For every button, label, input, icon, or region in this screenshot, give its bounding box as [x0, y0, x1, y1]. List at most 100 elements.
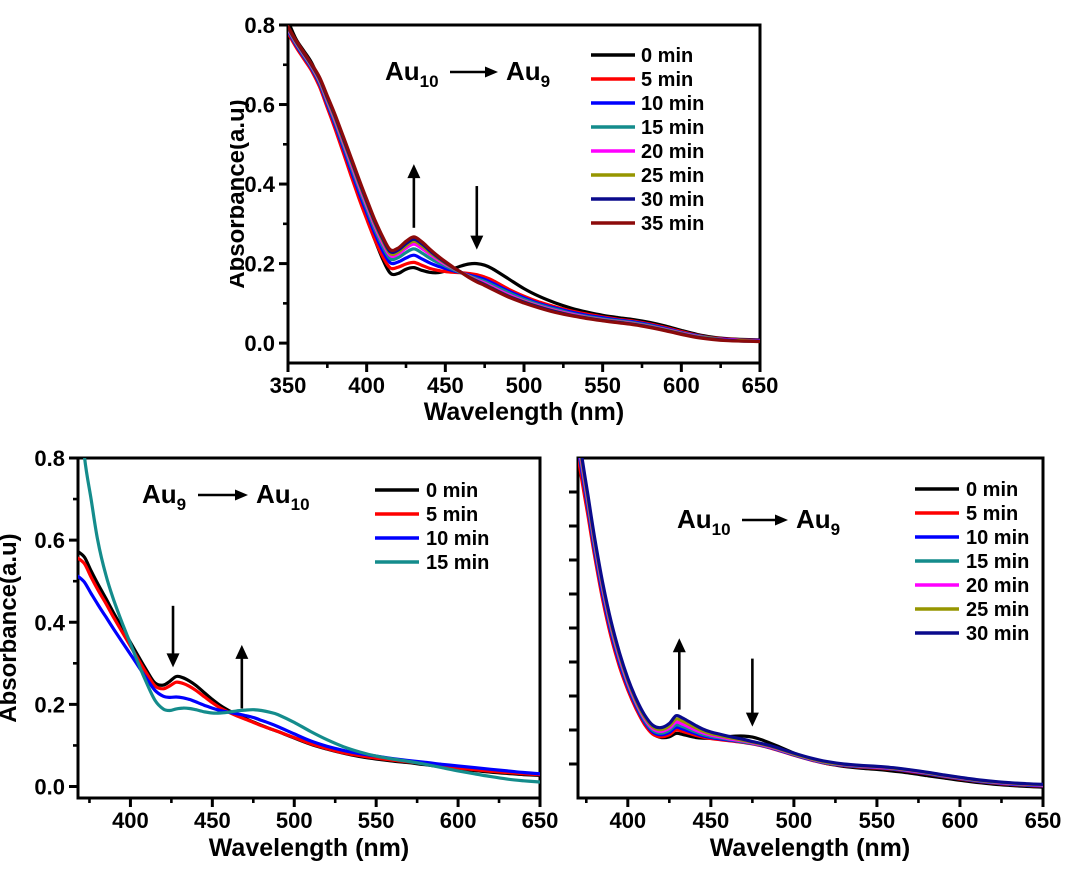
x-tick-label: 500 [776, 808, 813, 833]
arrowhead-down-icon [745, 712, 759, 727]
bl-spectra-chart: 400 450 500 550 600 650 0.0 0.2 0.4 0.6 0.8 Au9 Au10… [0, 446, 559, 862]
x-tick-label: 400 [348, 373, 385, 398]
trend-arrow-up [672, 638, 686, 710]
plot-frame [76, 456, 542, 800]
x-tick-label: 500 [506, 373, 543, 398]
arrowhead-up-icon [672, 638, 686, 653]
y-tick-label: 0.8 [244, 13, 275, 38]
legend-label: 5 min [641, 69, 693, 91]
y-tick-label: 0.6 [34, 528, 65, 553]
legend-label: 5 min [426, 504, 478, 526]
x-tick-label: 450 [194, 808, 231, 833]
legend-entry: 35 min [591, 213, 704, 235]
legend-label: 10 min [641, 93, 704, 115]
x-tick-label: 650 [522, 808, 559, 833]
x-axis: 350 400 450 500 550 600 650 [270, 363, 779, 398]
series-group [578, 458, 1043, 789]
x-tick-label: 600 [942, 808, 979, 833]
y-tick-label: 0.2 [34, 692, 65, 717]
legend-label: 15 min [966, 551, 1029, 573]
legend-label: 0 min [641, 45, 693, 67]
legend-label: 10 min [426, 528, 489, 550]
legend-entry: 15 min [375, 552, 489, 574]
x-axis-title: Wavelength (nm) [209, 834, 409, 862]
x-tick-label: 600 [663, 373, 700, 398]
y-tick-label: 0.8 [34, 446, 65, 471]
series-line-30-min [580, 458, 1043, 786]
legend-entry: 20 min [915, 575, 1029, 597]
legend-entry: 0 min [915, 479, 1018, 501]
legend-label: 25 min [966, 599, 1029, 621]
legend-entry: 0 min [375, 480, 478, 502]
y-axis [569, 490, 578, 766]
x-tick-label: 500 [276, 808, 313, 833]
reaction-annotation: Au9 Au10 [142, 479, 310, 514]
legend-entry: 30 min [591, 189, 704, 211]
arrowhead-up-icon [235, 644, 249, 659]
legend-label: 15 min [641, 117, 704, 139]
y-axis-title: Absorbance(a.u) [0, 533, 22, 722]
y-tick-label: 0.0 [34, 775, 65, 800]
legend-entry: 5 min [375, 504, 478, 526]
reaction-from-label: Au10 [385, 56, 439, 91]
reaction-from-label: Au10 [677, 504, 731, 539]
trend-arrow-up [407, 164, 421, 228]
y-tick-label: 0.0 [244, 331, 275, 356]
x-tick-label: 650 [1025, 808, 1062, 833]
legend-label: 0 min [426, 480, 478, 502]
legend-label: 10 min [966, 527, 1029, 549]
x-tick-label: 450 [427, 373, 464, 398]
x-tick-label: 550 [859, 808, 896, 833]
y-axis: 0.0 0.2 0.4 0.6 0.8 [244, 13, 288, 356]
x-tick-label: 550 [358, 808, 395, 833]
panel-top-au10-to-au9: Au10 → Au9 3504004505005506006500.00.20.… [230, 0, 790, 440]
legend-entry: 10 min [591, 93, 704, 115]
panel-bottom-left-au9-to-au10: Au9 → Au10 4004505005506006500.00.20.40.… [0, 440, 560, 891]
arrowhead-down-icon [166, 653, 180, 668]
x-axis: 400 450 500 550 600 650 [88, 798, 559, 833]
legend-label: 20 min [641, 141, 704, 163]
legend-entry: 15 min [591, 117, 704, 139]
y-tick-label: 0.4 [34, 610, 65, 635]
trend-arrow-down [745, 658, 759, 727]
legend-label: 30 min [966, 623, 1029, 645]
y-tick-label: 0.6 [244, 93, 275, 118]
legend-entry: 10 min [915, 527, 1029, 549]
series-line-10-min [78, 574, 540, 776]
x-tick-label: 450 [692, 808, 729, 833]
legend-entry: 30 min [915, 623, 1029, 645]
reaction-annotation: Au10 Au9 [385, 56, 550, 91]
reaction-to-label: Au10 [256, 479, 310, 514]
y-tick-label: 0.4 [244, 172, 275, 197]
reaction-from-label: Au9 [142, 479, 186, 514]
x-tick-label: 400 [609, 808, 646, 833]
series-line-5-min [78, 556, 540, 777]
legend-entry: 0 min [591, 45, 693, 67]
arrowhead-up-icon [407, 164, 421, 179]
reaction-arrow-icon [235, 489, 248, 501]
x-axis-title: Wavelength (nm) [424, 398, 624, 426]
y-axis: 0.0 0.2 0.4 0.6 0.8 [34, 446, 78, 800]
legend-entry: 10 min [375, 528, 489, 550]
legend-label: 0 min [966, 479, 1018, 501]
x-axis: 400 450 500 550 600 650 [585, 798, 1062, 833]
series-group [78, 458, 540, 784]
x-tick-label: 650 [742, 373, 779, 398]
y-axis-title: Absorbance(a.u) [230, 99, 250, 288]
legend-label: 20 min [966, 575, 1029, 597]
y-tick-label: 0.2 [244, 252, 275, 277]
trend-arrow-down [166, 605, 180, 668]
top-spectra-chart: 350 400 450 500 550 600 650 0.0 0.2 0.4 0.6 0.8 Au10… [230, 13, 779, 426]
legend-label: 35 min [641, 213, 704, 235]
legend-entry: 15 min [915, 551, 1029, 573]
legend-entry: 25 min [591, 165, 704, 187]
trend-arrow-up [235, 644, 249, 709]
series-group [288, 25, 760, 344]
x-axis-title: Wavelength (nm) [710, 834, 910, 862]
